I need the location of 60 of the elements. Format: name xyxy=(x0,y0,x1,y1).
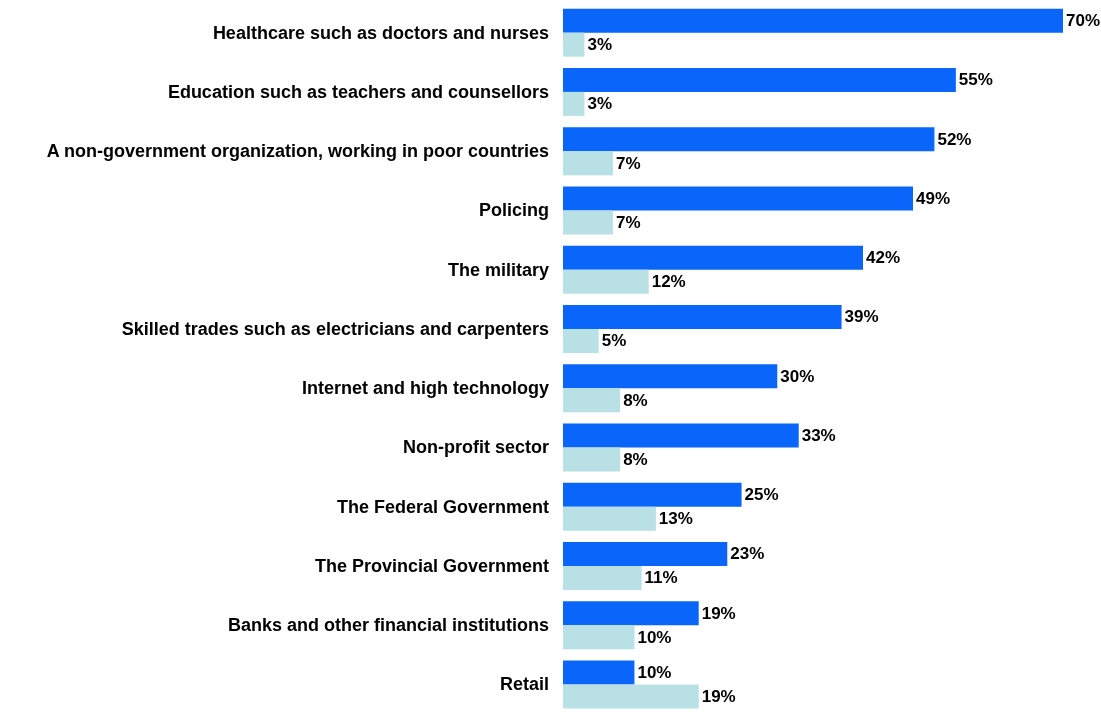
data-label: 52% xyxy=(937,129,972,149)
bar xyxy=(563,660,635,685)
bar xyxy=(563,601,699,626)
data-label: 5% xyxy=(601,331,627,351)
y-tick-label: Internet and high technology xyxy=(302,378,549,399)
bar xyxy=(563,388,621,413)
data-label: 19% xyxy=(701,686,736,706)
data-label: 13% xyxy=(658,509,693,529)
bar xyxy=(563,304,842,329)
bar xyxy=(563,565,642,590)
bar xyxy=(563,32,585,57)
data-label: 7% xyxy=(616,153,641,173)
bar xyxy=(563,151,613,176)
y-tick-label: Non-profit sector xyxy=(403,437,549,458)
y-tick-label: Education such as teachers and counsellors xyxy=(167,81,549,102)
data-label: 70% xyxy=(1066,11,1101,31)
y-tick-label: Skilled trades such as electricians and carpenters xyxy=(121,318,549,339)
data-label: 11% xyxy=(644,568,678,588)
data-label: 23% xyxy=(730,544,765,564)
bar xyxy=(563,186,913,211)
data-label: 25% xyxy=(744,485,779,505)
data-label: 10% xyxy=(637,662,672,682)
bar xyxy=(563,91,585,116)
data-label: 39% xyxy=(844,307,879,327)
data-label: 10% xyxy=(637,627,672,647)
bar xyxy=(563,210,613,235)
data-label: 49% xyxy=(916,188,951,208)
y-tick-label: The military xyxy=(447,259,549,280)
bar xyxy=(563,447,621,472)
y-tick-label: The Federal Government xyxy=(336,496,549,517)
data-label: 30% xyxy=(780,366,815,386)
bar xyxy=(563,328,599,353)
y-tick-label: The Provincial Government xyxy=(314,555,549,576)
y-tick-label: Policing xyxy=(478,200,549,221)
data-label: 3% xyxy=(587,35,613,55)
data-label: 12% xyxy=(651,272,686,292)
bar xyxy=(563,8,1063,33)
bar xyxy=(563,423,799,448)
y-tick-label: A non-government organization, working in poor countries xyxy=(46,141,549,162)
data-label: 7% xyxy=(616,212,641,232)
bar xyxy=(563,269,649,294)
bar xyxy=(563,127,935,152)
bar xyxy=(563,245,863,270)
bar xyxy=(563,625,635,650)
data-label: 19% xyxy=(701,603,736,623)
bar xyxy=(563,364,778,389)
y-tick-label: Banks and other financial institutions xyxy=(227,615,549,636)
y-tick-label: Retail xyxy=(499,674,549,695)
data-label: 42% xyxy=(866,248,901,268)
data-label: 8% xyxy=(623,390,648,410)
bar xyxy=(563,506,656,531)
bar xyxy=(563,684,699,709)
data-label: 8% xyxy=(623,449,648,469)
data-label: 33% xyxy=(801,425,836,445)
y-tick-label: Healthcare such as doctors and nurses xyxy=(212,22,549,43)
bar xyxy=(563,67,956,92)
bar xyxy=(563,541,728,566)
data-label: 55% xyxy=(958,70,993,90)
bar xyxy=(563,482,742,507)
data-label: 3% xyxy=(587,94,613,114)
